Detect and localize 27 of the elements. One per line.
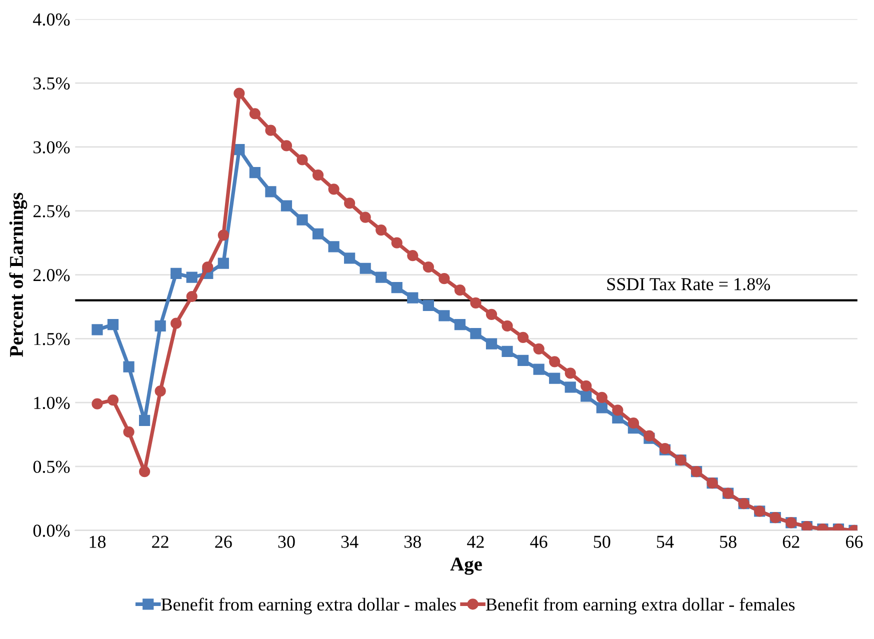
ref-line-label: SSDI Tax Rate = 1.8% [607,278,770,290]
x-tick-label: 50 [594,536,610,548]
x-tick-label: 26 [215,536,232,548]
y-tick-label: 3.5% [34,77,70,90]
x-tick-label: 66 [846,536,863,548]
y-tick-label: 1.0% [34,396,70,410]
y-tick-label: 3.0% [34,141,70,154]
x-tick-label: 18 [90,536,106,548]
y-tick-label: 2.5% [33,205,70,218]
x-tick-label: 30 [278,536,295,548]
x-tick-label: 38 [404,536,421,548]
x-tick-label: 58 [720,536,736,548]
y-tick-label: 0.0% [33,524,70,537]
x-tick-label: 46 [530,536,548,548]
y-tick-label: 0.5% [33,460,70,473]
x-tick-label: 62 [782,536,800,548]
x-tick-label: 42 [467,536,484,548]
legend-label: Benefit from earning extra dollar - males [161,598,456,614]
y-axis-title: Percent of Earnings [9,192,28,357]
x-tick-label: 34 [341,536,358,548]
x-tick-label: 54 [657,536,674,548]
y-tick-label: 2.0% [33,269,70,282]
y-tick-label: 1.5% [34,332,70,346]
x-tick-label: 22 [152,536,168,548]
y-tick-label: 4.0% [33,13,70,26]
x-axis-title: Age [450,558,482,575]
legend-label: Benefit from earning extra dollar - females [486,598,795,614]
